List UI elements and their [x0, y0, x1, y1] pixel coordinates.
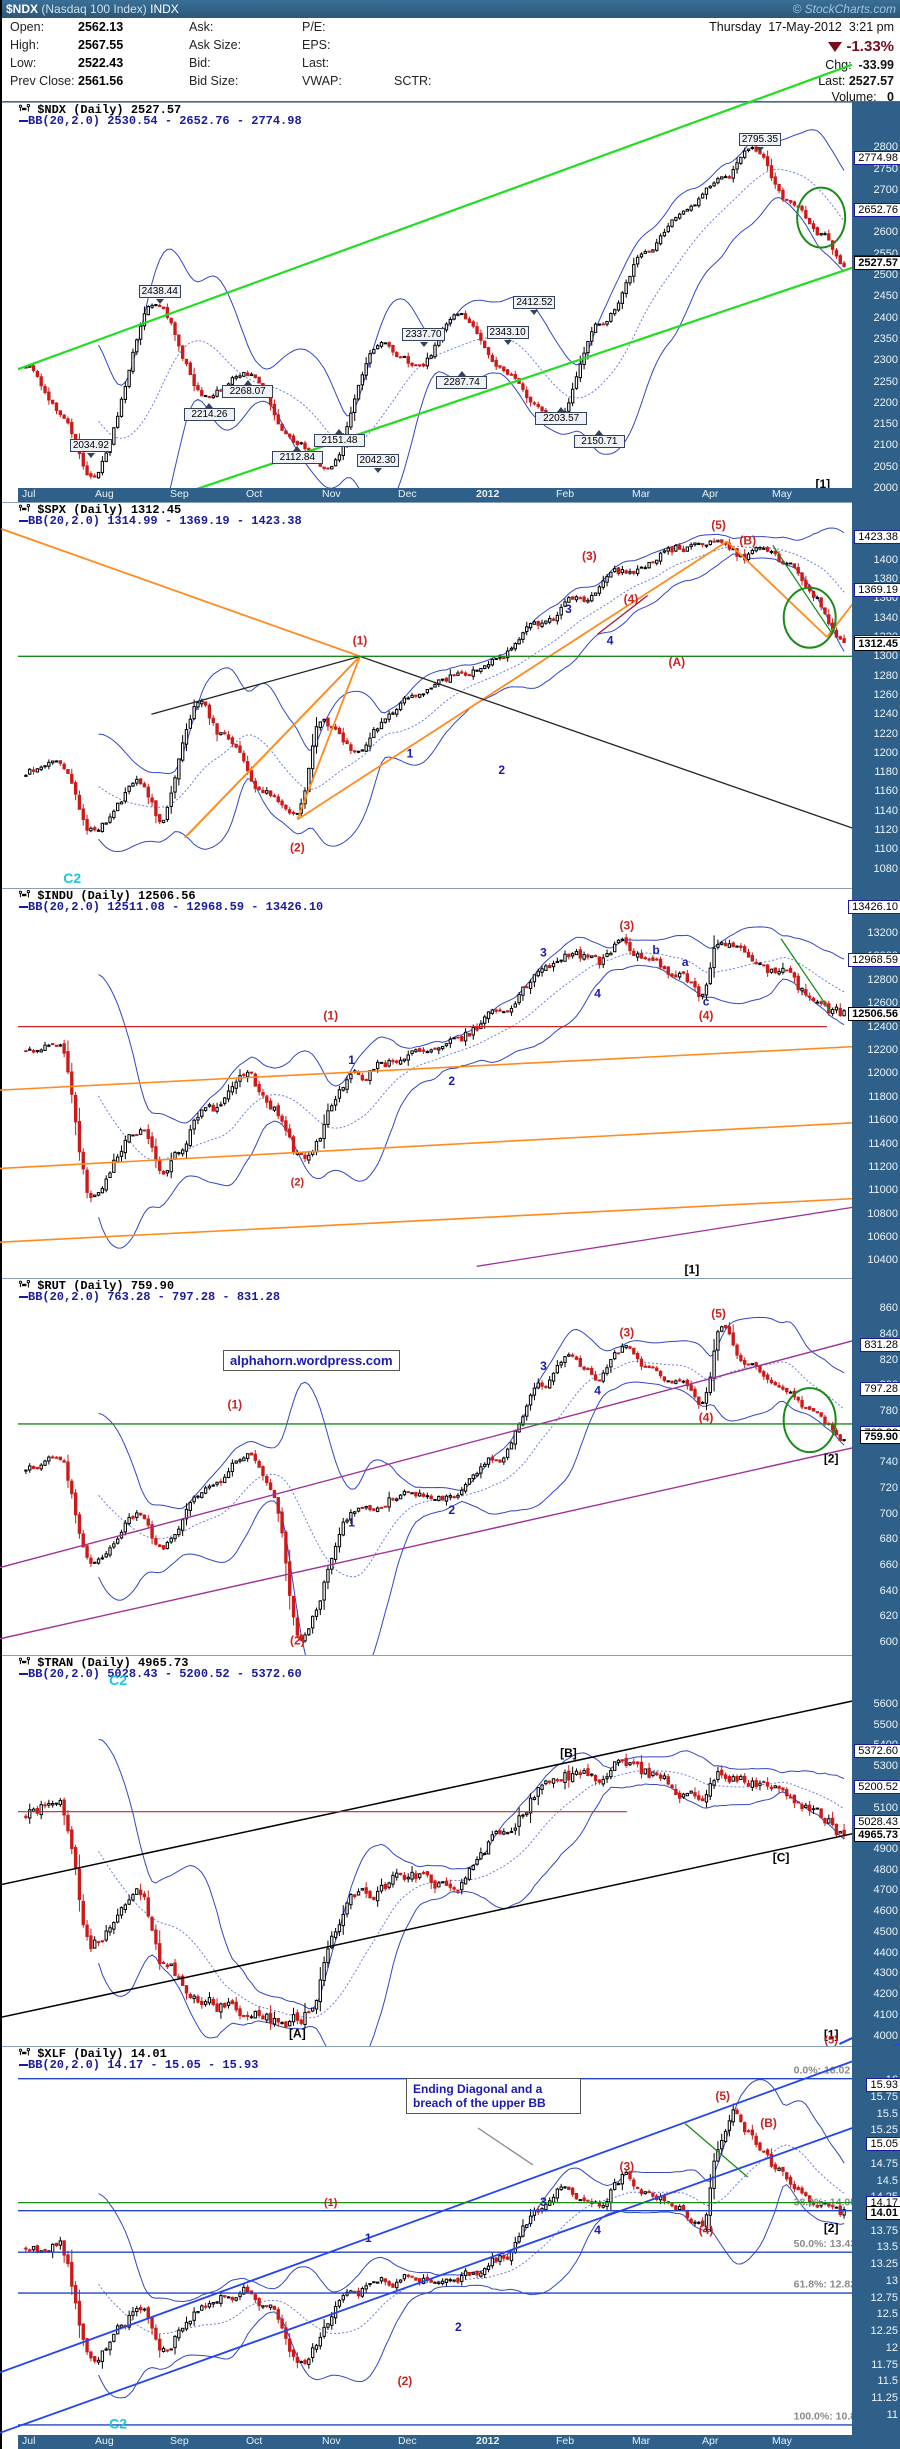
svg-text:4: 4 [594, 1383, 601, 1397]
svg-text:(1): (1) [228, 1398, 243, 1412]
svg-text:0.0%: 16.02: 0.0%: 16.02 [794, 2064, 851, 2076]
svg-text:C2: C2 [63, 870, 81, 886]
svg-text:[1]: [1] [685, 1262, 700, 1276]
svg-text:[2]: [2] [824, 2221, 839, 2235]
svg-text:1: 1 [348, 1516, 355, 1530]
svg-text:2: 2 [498, 763, 505, 777]
svg-text:(1): (1) [353, 634, 368, 648]
svg-text:2: 2 [448, 1503, 455, 1517]
svg-text:1: 1 [348, 1053, 355, 1067]
svg-text:(3): (3) [619, 919, 634, 933]
svg-text:(B): (B) [760, 2116, 777, 2130]
svg-text:(2): (2) [290, 840, 305, 854]
svg-text:(2): (2) [290, 1634, 305, 1648]
svg-text:4: 4 [607, 634, 614, 648]
svg-text:50.0%: 13.43: 50.0%: 13.43 [794, 2238, 857, 2250]
svg-text:[C]: [C] [773, 1850, 790, 1864]
svg-text:b: b [652, 943, 659, 957]
svg-text:(4): (4) [699, 1410, 714, 1424]
svg-text:[B]: [B] [560, 1746, 577, 1760]
svg-text:1: 1 [407, 747, 414, 761]
svg-text:[A]: [A] [289, 2027, 306, 2041]
svg-text:61.8%: 12.82: 61.8%: 12.82 [794, 2279, 857, 2291]
svg-text:(5): (5) [824, 2035, 838, 2047]
svg-text:3: 3 [540, 2195, 547, 2209]
svg-text:(1): (1) [323, 1009, 338, 1023]
svg-text:3: 3 [565, 602, 572, 616]
svg-text:(2): (2) [291, 1177, 305, 1189]
svg-text:4: 4 [594, 2223, 601, 2237]
svg-text:[2]: [2] [824, 1451, 839, 1465]
svg-text:2: 2 [448, 1074, 455, 1088]
svg-text:(4): (4) [699, 2223, 714, 2237]
svg-text:c: c [703, 995, 710, 1009]
svg-text:(3): (3) [582, 549, 597, 563]
svg-text:(5): (5) [715, 2089, 730, 2103]
svg-text:a: a [682, 955, 689, 969]
svg-text:C2: C2 [109, 1672, 127, 1688]
svg-text:4: 4 [594, 986, 601, 1000]
svg-text:2: 2 [455, 2320, 462, 2334]
svg-text:1: 1 [365, 2231, 372, 2245]
svg-text:(4): (4) [699, 1009, 714, 1023]
svg-text:(1): (1) [324, 2197, 338, 2209]
svg-text:(5): (5) [711, 1306, 726, 1320]
svg-text:3: 3 [540, 945, 547, 959]
svg-text:(3): (3) [619, 1326, 634, 1340]
svg-text:(2): (2) [398, 2374, 413, 2388]
svg-text:(4): (4) [624, 592, 639, 606]
svg-text:(A): (A) [669, 655, 686, 669]
svg-text:(5): (5) [711, 518, 726, 532]
svg-text:(3): (3) [619, 2159, 634, 2173]
svg-text:C2: C2 [109, 2415, 127, 2431]
svg-text:(B): (B) [739, 533, 756, 547]
svg-text:3: 3 [540, 1359, 547, 1373]
